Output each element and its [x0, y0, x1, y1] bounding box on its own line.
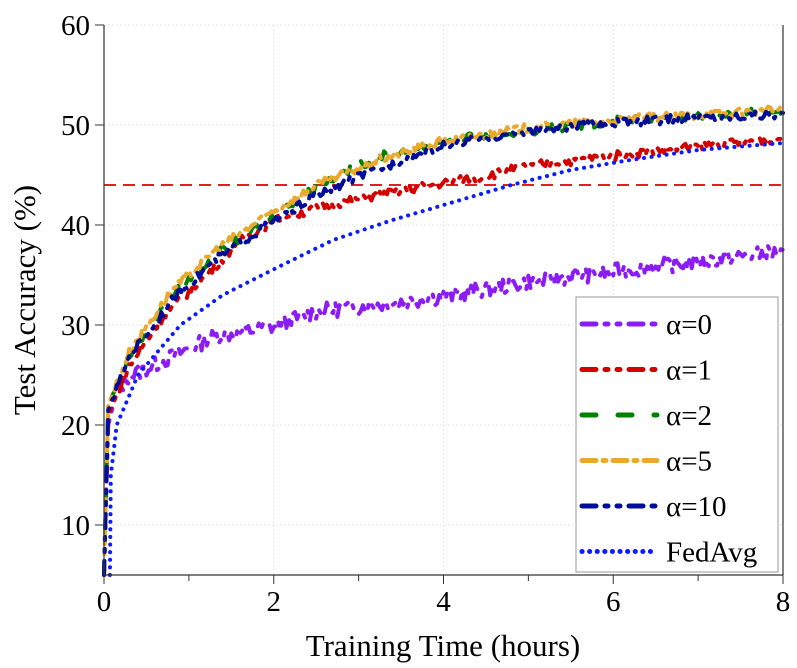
y-axis-label: Test Accuracy (%): [7, 185, 42, 415]
x-tick-label: 2: [267, 586, 282, 618]
legend-label: α=5: [666, 446, 712, 478]
x-tick-label: 4: [436, 586, 451, 618]
legend-label: α=1: [666, 355, 712, 387]
y-tick-label: 30: [61, 310, 90, 342]
series-line-5: [107, 141, 785, 577]
y-tick-label: 10: [61, 510, 90, 542]
y-tick-label: 20: [61, 410, 90, 442]
x-tick-label: 6: [606, 586, 621, 618]
series-line-0: [102, 244, 785, 577]
series-line-1: [102, 135, 785, 577]
x-axis-label: Training Time (hours): [306, 628, 580, 663]
x-tick-label: 8: [776, 586, 791, 618]
legend-label: α=2: [666, 400, 712, 432]
axes: 10 20 30 40 50 60 0 2 4 6 8: [61, 10, 790, 618]
y-tick-label: 60: [61, 10, 90, 42]
legend-label: FedAvg: [666, 537, 757, 569]
y-tick-label: 50: [61, 110, 90, 142]
x-tick-label: 0: [97, 586, 112, 618]
legend-box: [575, 296, 779, 573]
legend-label: α=0: [666, 309, 712, 341]
legend-label: α=10: [666, 491, 727, 523]
legend: α=0 α=1 α=2 α=5 α=10 FedAvg: [575, 296, 779, 573]
y-tick-label: 40: [61, 210, 90, 242]
series-line-4: [102, 109, 785, 577]
series-lines: [102, 104, 785, 577]
